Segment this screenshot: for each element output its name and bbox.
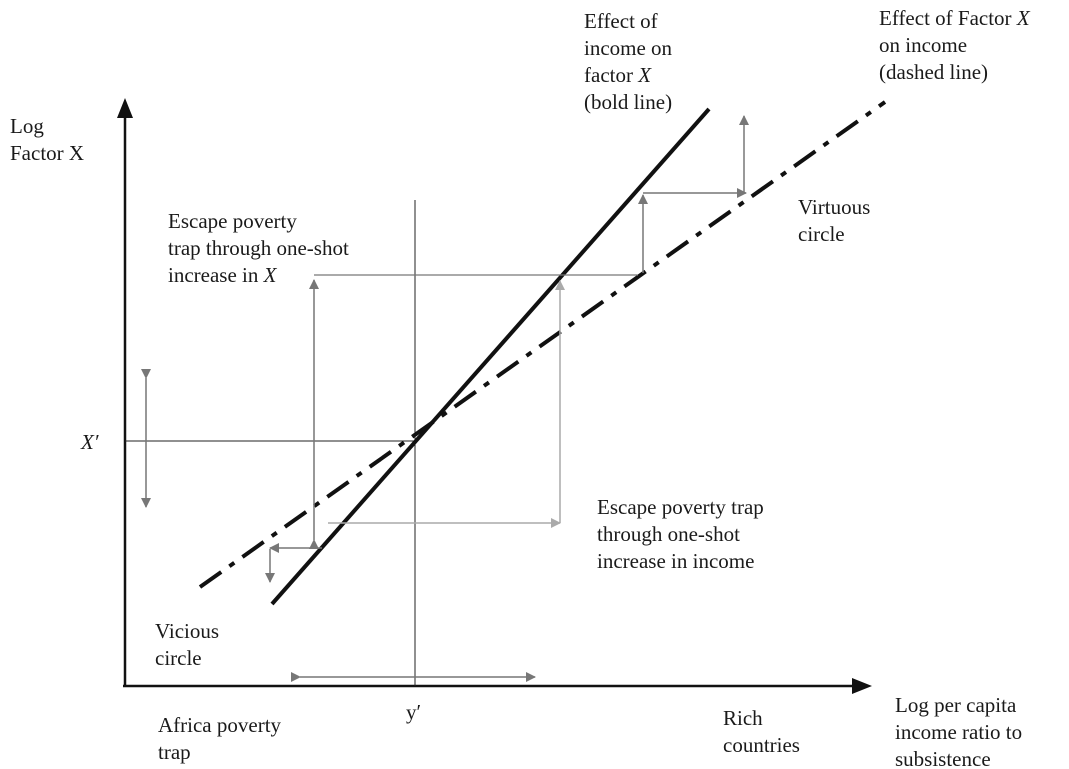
africa-poverty-trap-label: Africa poverty trap <box>158 713 286 764</box>
rich-countries-label: Rich countries <box>723 706 800 757</box>
y-axis-arrowhead <box>117 98 133 118</box>
x-axis-arrowhead <box>852 678 872 694</box>
vicious-circle-label: Vicious circle <box>155 619 224 670</box>
x-axis-label: Log per capita income ratio to subsisten… <box>895 693 1027 769</box>
y-prime-tick-label: y′ <box>406 700 421 724</box>
x-prime-tick-label: X′ <box>80 430 99 454</box>
bold-line-label: Effect of income on factor X (bold line) <box>584 9 677 114</box>
escape-income-annotation: Escape poverty trap through one-shot inc… <box>597 495 769 573</box>
y-axis-label: Log Factor X <box>10 114 84 165</box>
dashed-line-effect-of-factor-x-on-income <box>198 100 887 589</box>
escape-x-annotation: Escape poverty trap through one-shot inc… <box>168 209 354 287</box>
dashed-line-label: Effect of Factor X on income (dashed lin… <box>879 6 1035 84</box>
virtuous-circle-label: Virtuous circle <box>798 195 876 246</box>
bold-line-effect-of-income-on-factor-x <box>270 107 711 606</box>
